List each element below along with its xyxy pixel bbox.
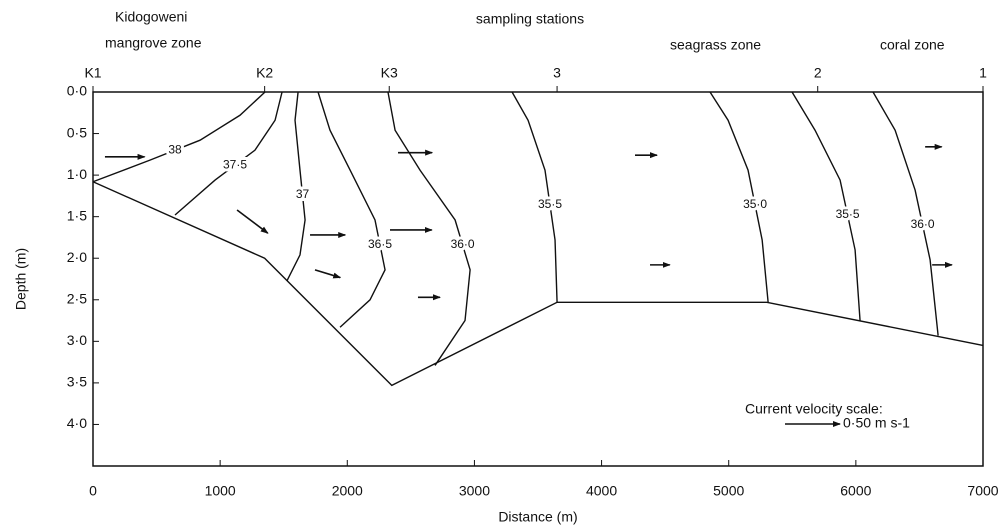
contour-label: 36·0 [911,217,935,231]
y-tick-label: 3·0 [67,332,87,348]
x-tick-label: 2000 [332,483,363,499]
contour-label: 35·5 [836,207,860,221]
isohaline [511,91,558,303]
contour-label: 37 [296,187,310,201]
y-tick-label: 0·0 [67,83,87,99]
y-tick-label: 1·5 [67,207,87,223]
isohaline [286,91,306,281]
x-tick-label: 5000 [713,483,744,499]
station-label: K3 [381,65,398,81]
station-label: 1 [979,65,987,81]
x-tick-label: 1000 [205,483,236,499]
x-tick-label: 7000 [967,483,998,499]
y-tick-label: 3·5 [67,374,87,390]
contour-label: 35·5 [538,197,562,211]
contour-label: 38 [168,142,182,156]
x-axis-label: Distance (m) [498,509,577,525]
scale-label: Current velocity scale: [745,401,883,417]
station-label: 2 [814,65,822,81]
isohaline [92,91,266,183]
y-tick-label: 4·0 [67,415,87,431]
y-tick-label: 0·5 [67,124,87,140]
zone-label: mangrove zone [105,35,202,51]
zone-label: coral zone [880,37,945,53]
zone-label: seagrass zone [670,37,761,53]
x-tick-label: 4000 [586,483,617,499]
isohaline [709,91,769,303]
y-tick-label: 1·0 [67,166,87,182]
contour-label: 36·0 [451,237,475,251]
isohaline [872,91,939,336]
x-tick-label: 0 [89,483,97,499]
y-tick-label: 2·0 [67,249,87,265]
contour-label: 36·5 [368,237,392,251]
isohaline [174,91,283,216]
isohaline [387,91,471,366]
station-label: 3 [553,65,561,81]
isohaline [791,91,861,321]
chart-title: sampling stations [476,11,584,27]
seabed [92,181,984,387]
x-tick-label: 3000 [459,483,490,499]
contour-label: 35·0 [743,197,767,211]
station-label: K2 [256,65,273,81]
current-arrow [236,209,269,234]
zone-label: Kidogoweni [115,9,187,25]
plot-frame [92,91,984,467]
scale-value: 0·50 m s-1 [843,415,910,431]
isohaline [317,91,386,328]
y-tick-label: 2·5 [67,290,87,306]
x-tick-label: 6000 [840,483,871,499]
station-label: K1 [84,65,101,81]
current-arrow [314,269,342,279]
contour-label: 37·5 [223,157,247,171]
y-axis-label: Depth (m) [13,248,29,310]
